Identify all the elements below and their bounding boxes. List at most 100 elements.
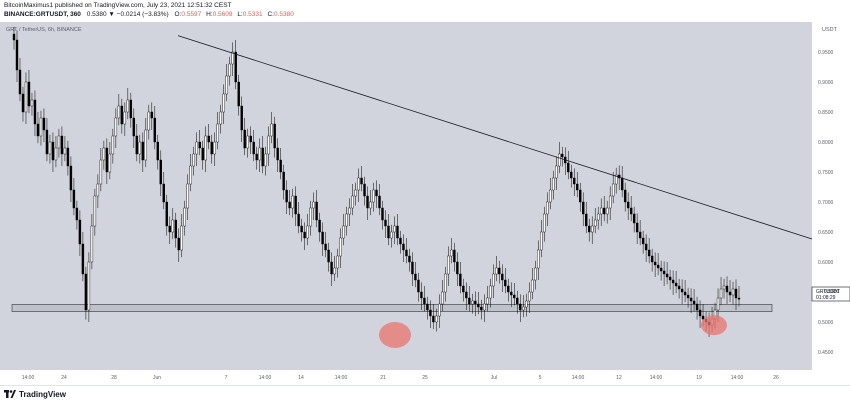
time-tick-label: 14:00 xyxy=(22,375,35,381)
support-rect xyxy=(11,304,773,312)
candle-body xyxy=(570,171,573,179)
candle-body xyxy=(93,195,97,227)
candle-body xyxy=(423,297,426,305)
ohlc-close-value: 0.5380 xyxy=(273,11,294,18)
chart-area[interactable]: GRT / TetherUS, 6h, BINANCE USDT 0.9500 0… xyxy=(0,22,850,385)
candle-body xyxy=(87,261,91,311)
candle-body xyxy=(387,225,390,239)
candle-body xyxy=(567,162,570,173)
candle-body xyxy=(216,123,219,143)
candle-body xyxy=(318,219,321,233)
candle-body xyxy=(504,279,507,287)
candle-body xyxy=(27,81,31,107)
candle-body xyxy=(716,297,720,311)
candle-body xyxy=(219,111,222,125)
currency-label: USDT xyxy=(822,27,838,33)
candle-body xyxy=(54,147,58,161)
candle-body xyxy=(243,129,246,149)
candle-body xyxy=(623,189,627,203)
candle-body xyxy=(635,222,639,233)
candle-body xyxy=(123,111,127,125)
candles xyxy=(12,26,741,337)
support-zone xyxy=(11,304,773,312)
candle-body xyxy=(291,195,294,209)
candle-body xyxy=(417,279,420,293)
candle-body xyxy=(144,129,148,161)
candle-body xyxy=(369,201,372,209)
candle-body xyxy=(686,294,690,299)
candle-body xyxy=(21,93,25,113)
symbol-info: BINANCE:GRTUSDT, 360 0.5380 ▼ −0.0214 (−… xyxy=(4,11,294,18)
candle-body xyxy=(264,153,267,167)
price-tag-countdown: 01:08:29 xyxy=(816,295,836,301)
candle-body xyxy=(722,285,726,290)
tradingview-logo[interactable]: TradingView xyxy=(4,389,66,399)
candle-body xyxy=(591,225,594,233)
candle-body xyxy=(135,135,139,155)
price-tick-label: 0.6000 xyxy=(818,260,834,266)
candle-body xyxy=(42,117,46,131)
candle-body xyxy=(626,201,630,209)
time-tick-label: 7 xyxy=(225,375,228,381)
candle-body xyxy=(656,264,660,269)
price-tick-label: 0.9500 xyxy=(818,50,834,56)
time-tick-label: 21 xyxy=(380,375,386,381)
candle-body xyxy=(653,261,657,266)
time-tick-label: 28 xyxy=(111,375,117,381)
candle-body xyxy=(537,249,540,269)
time-tick-label: Jul xyxy=(491,375,497,381)
candle-body xyxy=(57,135,61,149)
candle-body xyxy=(596,213,600,221)
candle-body xyxy=(207,135,210,143)
candle-body xyxy=(378,195,381,209)
candle-body xyxy=(309,207,312,227)
candle-body xyxy=(192,153,195,167)
candle-body xyxy=(465,291,468,299)
price-tick-label: 0.6500 xyxy=(818,230,834,236)
candle-body xyxy=(602,207,606,215)
candle-body xyxy=(69,165,73,191)
candle-body xyxy=(327,249,330,263)
price-axis: 0.9500 0.9000 0.8500 0.8000 0.7500 0.7000 0.65… xyxy=(818,50,834,356)
candle-body xyxy=(408,255,411,263)
highlight-circles xyxy=(379,315,727,348)
time-axis-background xyxy=(0,370,812,385)
time-axis[interactable]: 14:00 24 28 Jun 7 14:00 14 14:00 21 25 Jul 5 14:00 12… xyxy=(22,375,779,381)
ohlc-high-value: 0.5609 xyxy=(212,11,233,18)
candle-body xyxy=(599,207,603,215)
ohlc-open-label: O: xyxy=(174,11,182,18)
candlestick-chart[interactable]: GRT / TetherUS, 6h, BINANCE USDT 0.95000… xyxy=(0,22,850,385)
candle-body xyxy=(614,174,618,185)
candle-body xyxy=(689,297,693,302)
chart-header: BitcoinMaximus1 published on TradingView… xyxy=(0,0,850,22)
candle-body xyxy=(213,141,216,155)
candle-body xyxy=(650,255,654,263)
candle-body xyxy=(72,189,76,209)
time-tick-label: 12 xyxy=(616,375,622,381)
candle-body xyxy=(549,189,552,203)
candle-body xyxy=(315,201,318,221)
candle-body xyxy=(444,273,447,293)
time-tick-label: 25 xyxy=(422,375,428,381)
candle-body xyxy=(594,219,597,227)
candle-body xyxy=(528,291,531,302)
time-tick-label: 14:00 xyxy=(650,375,663,381)
candle-body xyxy=(698,309,702,317)
candle-body xyxy=(734,288,738,299)
candle-body xyxy=(588,225,591,233)
candle-body xyxy=(462,285,465,293)
candle-body xyxy=(641,237,645,245)
symbol-name[interactable]: BINANCE:GRTUSDT, 360 xyxy=(4,11,81,18)
candle-body xyxy=(540,231,543,251)
candle-body xyxy=(222,93,225,113)
candle-body xyxy=(33,99,37,125)
candle-body xyxy=(522,306,525,311)
candle-body xyxy=(255,153,258,161)
candle-body xyxy=(441,291,444,305)
candle-body xyxy=(507,285,510,293)
candle-body xyxy=(486,297,489,305)
candle-body xyxy=(644,243,648,251)
candle-body xyxy=(168,225,171,233)
candle-body xyxy=(336,255,339,269)
price-tag-price: 0.5380 xyxy=(824,289,840,295)
